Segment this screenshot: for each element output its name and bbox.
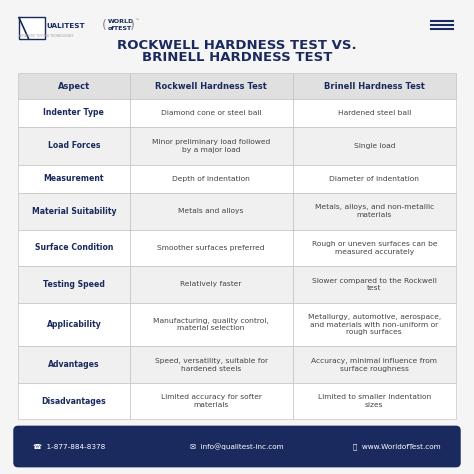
Bar [292,165,456,193]
Bar [130,303,292,346]
Text: Surface Condition: Surface Condition [35,243,113,252]
Text: WORLD: WORLD [108,19,134,24]
Bar [18,383,130,419]
Bar [292,303,456,346]
Text: Rockwell Hardness Test: Rockwell Hardness Test [155,82,267,91]
Bar [18,127,130,165]
Text: (: ( [102,18,107,32]
Bar [292,73,456,99]
Bar [130,165,292,193]
Text: Disadvantages: Disadvantages [42,397,106,406]
Text: Aspect: Aspect [58,82,90,91]
Bar [130,127,292,165]
Text: ☎  1-877-884-8378: ☎ 1-877-884-8378 [33,444,105,449]
Text: UALITEST: UALITEST [46,23,85,29]
Bar [130,266,292,303]
Text: Testing Speed: Testing Speed [43,280,105,289]
Text: Measurement: Measurement [44,174,104,183]
Text: ADVANCED TESTING TECHNOLOGIES: ADVANCED TESTING TECHNOLOGIES [19,35,73,38]
Bar [130,99,292,127]
Text: Diameter of indentation: Diameter of indentation [329,176,419,182]
FancyBboxPatch shape [19,17,45,39]
Text: Indenter Type: Indenter Type [44,109,104,118]
Text: Relatively faster: Relatively faster [181,282,242,287]
Text: Single load: Single load [354,143,395,149]
Bar [18,303,130,346]
Text: Diamond cone or steel ball: Diamond cone or steel ball [161,110,262,116]
Bar [130,229,292,266]
Text: Slower compared to the Rockwell
test: Slower compared to the Rockwell test [312,278,437,292]
Bar [292,346,456,383]
Text: Speed, versatility, suitable for
hardened steels: Speed, versatility, suitable for hardene… [155,358,268,372]
Text: Depth of indentation: Depth of indentation [172,176,250,182]
Text: Material Suitability: Material Suitability [32,207,116,216]
Bar [18,346,130,383]
Bar [130,193,292,229]
Text: Advantages: Advantages [48,360,100,369]
Text: ROCKWELL HARDNESS TEST VS.: ROCKWELL HARDNESS TEST VS. [117,38,357,52]
Bar [130,73,292,99]
Bar [292,266,456,303]
Text: Smoother surfaces preferred: Smoother surfaces preferred [157,245,265,251]
Text: Metallurgy, automotive, aerospace,
and materials with non-uniform or
rough surfa: Metallurgy, automotive, aerospace, and m… [308,314,441,335]
Bar [130,346,292,383]
Text: Metals and alloys: Metals and alloys [179,208,244,214]
Text: Metals, alloys, and non-metallic
materials: Metals, alloys, and non-metallic materia… [315,204,434,218]
Text: ): ) [130,18,135,32]
Text: ofTEST: ofTEST [108,27,132,31]
Bar [292,383,456,419]
Text: ✉  info@qualitest-inc.com: ✉ info@qualitest-inc.com [190,443,284,450]
Text: Manufacturing, quality control,
material selection: Manufacturing, quality control, material… [153,318,269,331]
Text: Limited to smaller indentation
sizes: Limited to smaller indentation sizes [318,394,431,408]
Text: ⓘ  www.WorldofTest.com: ⓘ www.WorldofTest.com [354,443,441,450]
Text: ™: ™ [135,18,139,23]
Bar [18,266,130,303]
Bar [292,193,456,229]
Text: Minor preliminary load followed
by a major load: Minor preliminary load followed by a maj… [152,139,270,153]
Text: Accuracy, minimal influence from
surface roughness: Accuracy, minimal influence from surface… [311,358,438,372]
Text: Load Forces: Load Forces [47,141,100,150]
Bar [18,193,130,229]
Bar [292,99,456,127]
Text: BRINELL HARDNESS TEST: BRINELL HARDNESS TEST [142,51,332,64]
Bar [18,229,130,266]
Text: Limited accuracy for softer
materials: Limited accuracy for softer materials [161,394,262,408]
Text: Applicability: Applicability [46,320,101,329]
FancyBboxPatch shape [13,426,461,467]
Bar [130,383,292,419]
Text: Hardened steel ball: Hardened steel ball [337,110,411,116]
Bar [292,127,456,165]
Bar [18,73,130,99]
Text: Rough or uneven surfaces can be
measured accurately: Rough or uneven surfaces can be measured… [311,241,437,255]
Text: Brinell Hardness Test: Brinell Hardness Test [324,82,425,91]
Bar [18,165,130,193]
Bar [18,99,130,127]
Bar [292,229,456,266]
